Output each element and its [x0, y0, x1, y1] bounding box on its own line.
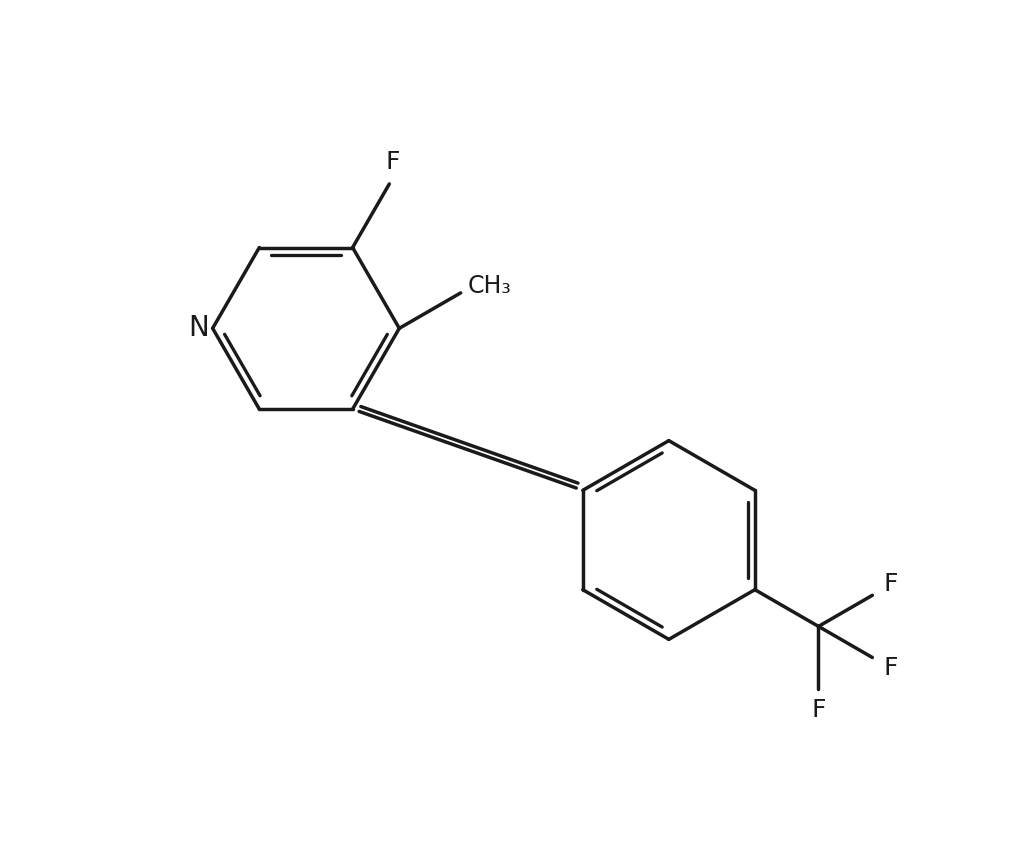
Text: F: F — [811, 698, 826, 722]
Text: F: F — [386, 150, 400, 175]
Text: CH₃: CH₃ — [467, 274, 511, 298]
Text: N: N — [188, 314, 210, 342]
Text: F: F — [884, 573, 898, 596]
Text: F: F — [884, 657, 898, 680]
